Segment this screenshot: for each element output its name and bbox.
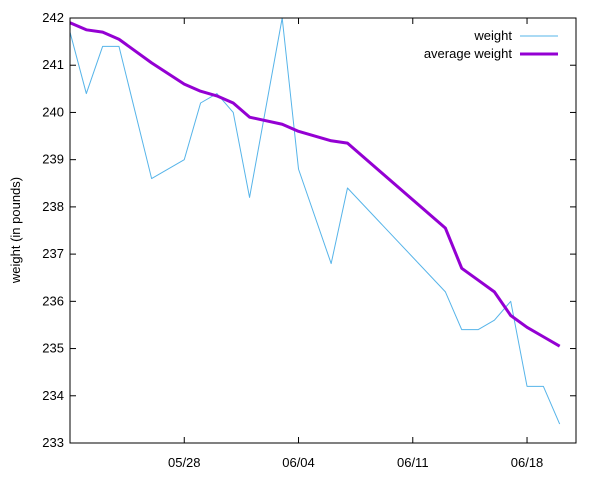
y-tick-label: 235 [42,341,64,356]
plot-frame [69,17,577,444]
y-tick-label: 233 [42,435,64,450]
y-tick-label: 240 [42,104,64,119]
y-tick-label: 241 [42,57,64,72]
y-tick-label: 236 [42,293,64,308]
series-line-average-weight [69,21,561,348]
series-line-weight [69,17,561,425]
legend: weight average weight [424,28,558,61]
y-tick-label: 238 [42,199,64,214]
y-tick-label: 239 [42,152,64,167]
y-tick-label: 242 [42,10,64,25]
series-layer [69,17,561,425]
y-axis-title: weight (in pounds) [8,177,23,284]
x-tick-label: 06/18 [511,455,544,470]
y-tick-label: 234 [42,388,64,403]
x-tick-label: 06/04 [282,455,315,470]
legend-label-weight: weight [473,28,512,43]
ticks-layer: 233 234 235 236 237 238 239 240 241 242 05/28 06/04… [42,10,576,470]
x-tick-label: 05/28 [168,455,201,470]
legend-label-average-weight: average weight [424,46,513,61]
x-tick-label: 06/11 [397,455,429,470]
y-tick-label: 237 [42,246,64,261]
